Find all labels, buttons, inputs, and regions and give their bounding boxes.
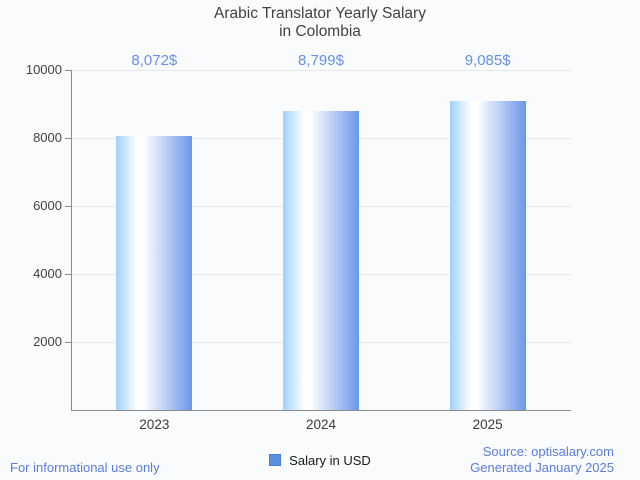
- y-axis-label: 10000: [25, 62, 62, 77]
- y-tick: [65, 138, 71, 139]
- bar-value-label: 8,799$: [298, 52, 344, 69]
- x-axis-label: 2023: [139, 417, 170, 432]
- source-attribution: Source: optisalary.com Generated January…: [470, 444, 614, 476]
- disclaimer-text: For informational use only: [10, 460, 160, 475]
- chart-title-line2: in Colombia: [279, 23, 361, 40]
- gridline: [71, 70, 571, 71]
- bar-value-label: 8,072$: [131, 52, 178, 69]
- legend[interactable]: Salary in USD: [0, 453, 640, 468]
- x-axis-label: 2024: [305, 417, 337, 432]
- y-tick: [65, 342, 71, 343]
- y-axis-label: 4000: [33, 266, 62, 281]
- x-axis-label: 2025: [472, 417, 503, 432]
- legend-swatch-icon: [269, 454, 282, 466]
- y-tick: [65, 274, 71, 275]
- chart-title: Arabic Translator Yearly Salary in Colom…: [0, 5, 640, 41]
- y-axis-label: 8000: [33, 130, 62, 145]
- bar[interactable]: [449, 101, 526, 410]
- y-axis-label: 2000: [33, 334, 62, 349]
- x-axis-line: [71, 410, 571, 411]
- bar-value-label: 9,085$: [464, 52, 511, 69]
- chart-title-line1: Arabic Translator Yearly Salary: [214, 5, 426, 22]
- legend-label: Salary in USD: [289, 453, 371, 468]
- bar[interactable]: [116, 135, 193, 410]
- y-tick: [65, 206, 71, 207]
- bar[interactable]: [283, 110, 359, 410]
- source-link[interactable]: Source: optisalary.com: [482, 444, 614, 459]
- y-axis-line: [71, 70, 72, 411]
- y-axis-label: 6000: [33, 198, 62, 213]
- generated-date: Generated January 2025: [470, 460, 614, 475]
- y-tick: [65, 70, 71, 71]
